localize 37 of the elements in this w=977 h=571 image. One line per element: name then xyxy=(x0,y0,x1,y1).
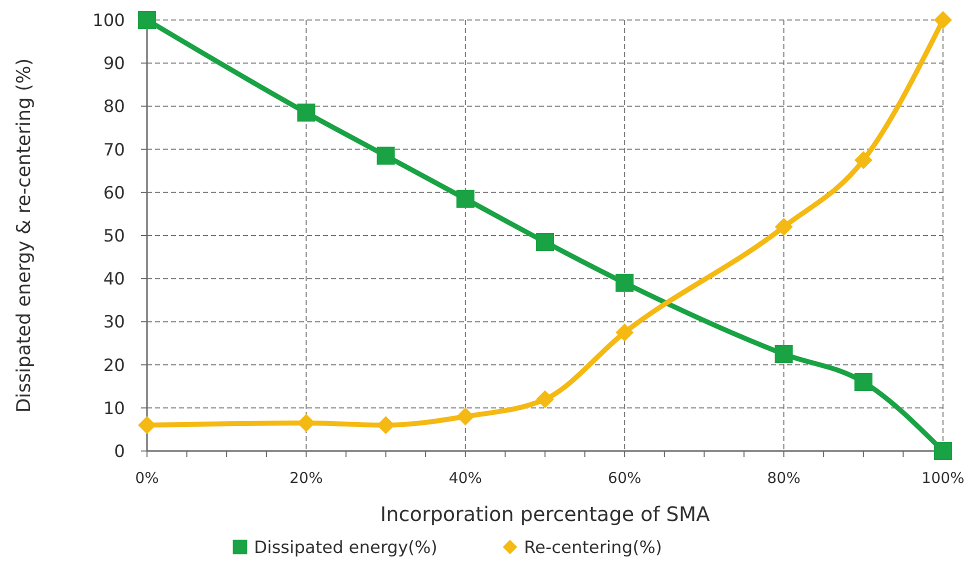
point xyxy=(297,104,316,122)
x-tick-label: 0% xyxy=(135,469,159,487)
x-axis-title: Incorporation percentage of SMA xyxy=(380,502,710,526)
point xyxy=(934,442,952,460)
y-tick-label: 100 xyxy=(92,11,125,31)
y-tick-label: 60 xyxy=(103,183,125,204)
y-tick-label: 80 xyxy=(103,97,125,118)
y-tick-label: 30 xyxy=(103,312,125,333)
point xyxy=(138,416,156,434)
x-tick-label: 100% xyxy=(922,469,964,487)
point xyxy=(456,408,474,426)
point xyxy=(934,11,952,29)
point xyxy=(774,345,793,364)
y-axis-title: Dissipated energy & re-centering (%) xyxy=(13,58,35,413)
y-tick-label: 70 xyxy=(103,140,125,160)
y-tick-label: 40 xyxy=(103,270,125,290)
y-tick-label: 20 xyxy=(103,356,125,376)
point xyxy=(616,274,634,292)
legend-label: Re-centering(%) xyxy=(524,538,662,558)
point xyxy=(774,218,793,236)
legend-label: Dissipated energy(%) xyxy=(254,538,438,558)
x-tick-label: 20% xyxy=(290,469,323,487)
y-tick-label: 0 xyxy=(114,442,125,462)
x-tick-label: 60% xyxy=(608,469,642,487)
point xyxy=(456,190,474,208)
point xyxy=(376,146,395,165)
y-tick-label: 90 xyxy=(103,54,125,74)
point xyxy=(616,323,634,342)
point xyxy=(536,232,554,251)
x-tick-label: 80% xyxy=(767,469,800,487)
point xyxy=(854,373,872,392)
point xyxy=(536,390,554,408)
y-tick-label: 50 xyxy=(103,226,125,246)
point xyxy=(854,151,872,170)
y-tick-label: 10 xyxy=(103,398,125,419)
x-tick-label: 40% xyxy=(448,469,482,487)
point xyxy=(138,11,156,29)
